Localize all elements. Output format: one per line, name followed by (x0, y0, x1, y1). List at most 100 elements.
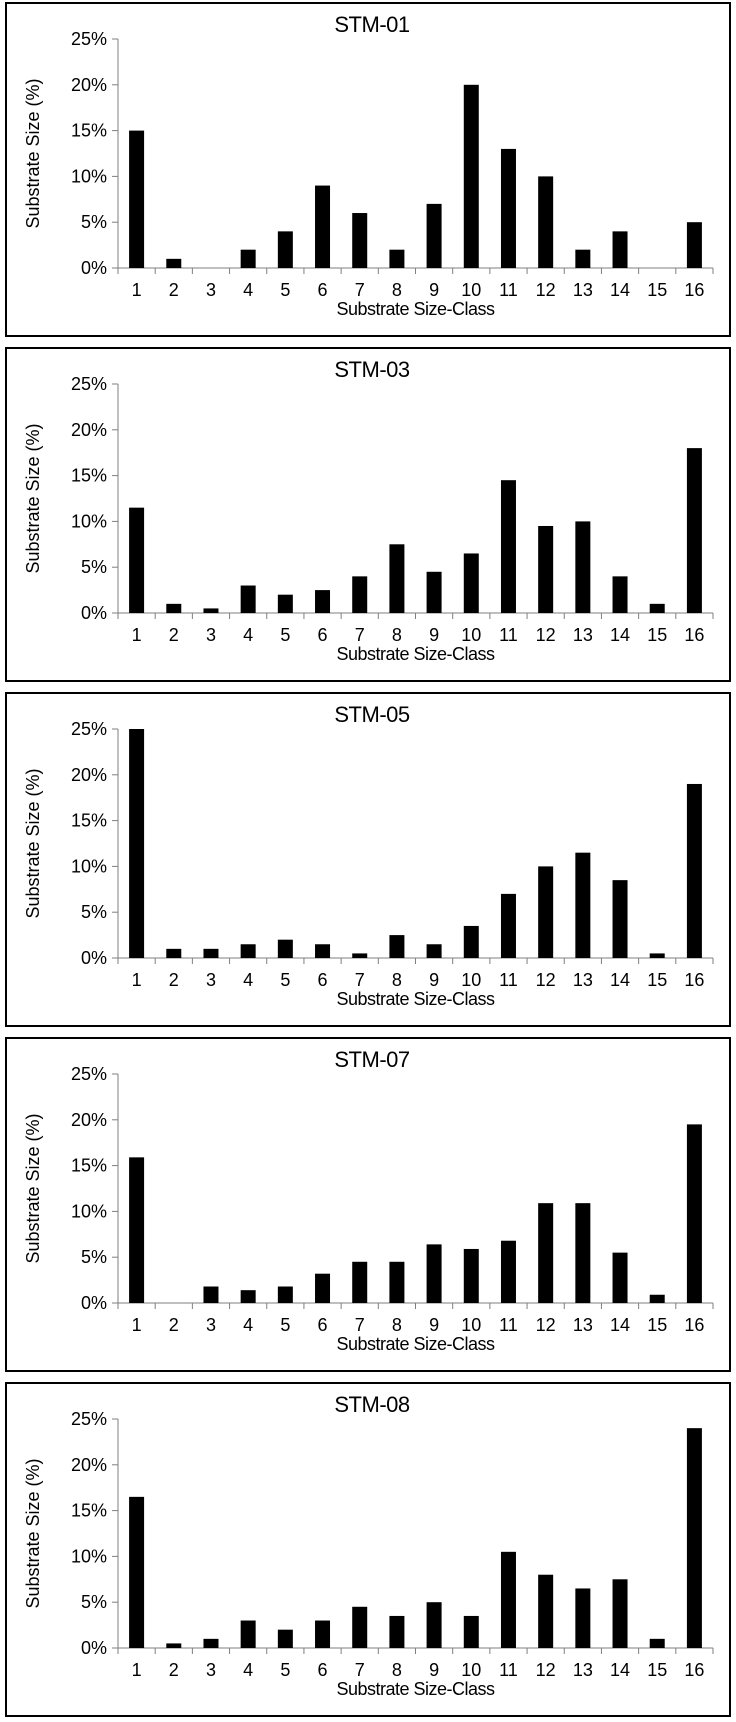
y-axis-label: Substrate Size (%) (23, 423, 43, 573)
x-tick-label: 10 (461, 280, 481, 300)
bar-4 (240, 944, 256, 958)
x-tick-label: 5 (280, 970, 290, 990)
bar-10 (463, 553, 479, 613)
bar-4 (240, 249, 256, 268)
x-tick-label: 16 (684, 1315, 704, 1335)
bar-7 (352, 213, 368, 268)
x-tick-label: 5 (280, 280, 290, 300)
bar-4 (240, 1620, 256, 1648)
x-tick-label: 9 (429, 1315, 439, 1335)
x-tick-label: 13 (573, 625, 593, 645)
x-tick-label: 7 (355, 1315, 365, 1335)
x-tick-label: 15 (647, 970, 667, 990)
y-tick-label: 5% (81, 212, 107, 232)
bar-12 (538, 176, 554, 268)
bar-15 (649, 1294, 665, 1303)
x-tick-label: 15 (647, 280, 667, 300)
x-tick-label: 3 (206, 1660, 216, 1680)
bar-11 (500, 1240, 516, 1303)
bar-8 (389, 1261, 405, 1303)
bar-5 (277, 231, 293, 268)
x-tick-label: 16 (684, 970, 704, 990)
x-tick-label: 9 (429, 1660, 439, 1680)
x-tick-label: 13 (573, 280, 593, 300)
bar-4 (240, 585, 256, 613)
x-tick-label: 10 (461, 970, 481, 990)
x-tick-label: 8 (392, 625, 402, 645)
bar-5 (277, 1286, 293, 1303)
y-axis-label: Substrate Size (%) (23, 1113, 43, 1263)
x-tick-label: 4 (243, 1660, 253, 1680)
y-tick-label: 0% (81, 603, 107, 623)
x-tick-label: 13 (573, 970, 593, 990)
bar-10 (463, 1248, 479, 1303)
bar-13 (575, 249, 591, 268)
x-tick-label: 10 (461, 1315, 481, 1335)
bar-10 (463, 1615, 479, 1648)
y-tick-label: 20% (71, 75, 107, 95)
x-tick-label: 4 (243, 625, 253, 645)
x-tick-label: 6 (318, 1660, 328, 1680)
bar-6 (315, 1620, 331, 1648)
bar-3 (203, 948, 219, 958)
x-tick-label: 6 (318, 280, 328, 300)
bar-5 (277, 594, 293, 613)
y-tick-label: 15% (71, 1501, 107, 1521)
x-tick-label: 10 (461, 625, 481, 645)
x-tick-label: 16 (684, 625, 704, 645)
chart-panel-2: STM-03 0% 5% 10% 15% 20% 25% Substrate Size (%)… (5, 347, 731, 682)
bar-1 (129, 130, 145, 268)
x-tick-label: 14 (610, 970, 630, 990)
y-tick-label: 0% (81, 258, 107, 278)
bar-3 (203, 1638, 219, 1648)
x-tick-label: 7 (355, 1660, 365, 1680)
y-tick-label: 10% (71, 1201, 107, 1221)
x-tick-label: 14 (610, 1315, 630, 1335)
bar-14 (612, 1252, 628, 1303)
bar-9 (426, 944, 442, 958)
chart-title: STM-01 (334, 12, 410, 37)
y-tick-label: 0% (81, 1638, 107, 1658)
y-tick-label: 15% (71, 1156, 107, 1176)
bar-13 (575, 521, 591, 613)
x-tick-label: 1 (132, 970, 142, 990)
x-tick-label: 15 (647, 625, 667, 645)
bar-1 (129, 1157, 145, 1303)
x-tick-label: 3 (206, 970, 216, 990)
y-tick-label: 20% (71, 765, 107, 785)
bar-7 (352, 953, 368, 958)
y-tick-label: 5% (81, 557, 107, 577)
chart-title: STM-08 (334, 1392, 410, 1417)
bar-8 (389, 249, 405, 268)
bar-10 (463, 925, 479, 958)
x-axis-label: Substrate Size-Class (336, 1334, 495, 1354)
x-tick-label: 16 (684, 280, 704, 300)
y-tick-label: 0% (81, 948, 107, 968)
bar-5 (277, 1629, 293, 1648)
x-tick-label: 7 (355, 970, 365, 990)
bar-14 (612, 231, 628, 268)
x-tick-label: 13 (573, 1315, 593, 1335)
bar-15 (649, 1638, 665, 1648)
x-tick-label: 2 (169, 1660, 179, 1680)
bar-7 (352, 1261, 368, 1303)
x-tick-label: 10 (461, 1660, 481, 1680)
bar-7 (352, 1606, 368, 1648)
x-axis-label: Substrate Size-Class (336, 989, 495, 1009)
x-tick-label: 5 (280, 1315, 290, 1335)
y-tick-label: 10% (71, 1546, 107, 1566)
y-tick-label: 10% (71, 166, 107, 186)
x-tick-label: 4 (243, 970, 253, 990)
x-tick-label: 9 (429, 625, 439, 645)
bar-16 (686, 222, 702, 268)
y-tick-label: 5% (81, 902, 107, 922)
x-tick-label: 3 (206, 625, 216, 645)
x-tick-label: 6 (318, 1315, 328, 1335)
y-tick-label: 25% (71, 719, 107, 739)
y-tick-label: 20% (71, 1110, 107, 1130)
bar-11 (500, 1551, 516, 1648)
bar-11 (500, 148, 516, 268)
x-tick-label: 6 (318, 625, 328, 645)
x-tick-label: 5 (280, 1660, 290, 1680)
bar-14 (612, 576, 628, 613)
